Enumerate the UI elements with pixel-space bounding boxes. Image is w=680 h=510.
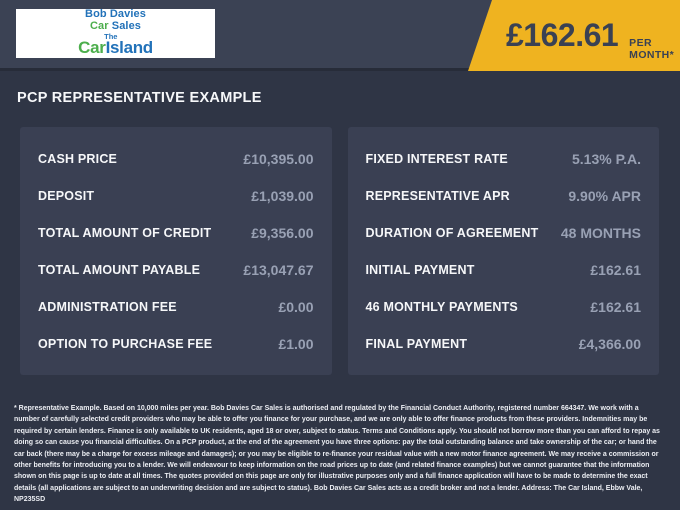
page-title: PCP REPRESENTATIVE EXAMPLE [17, 90, 262, 106]
finance-row: FIXED INTEREST RATE 5.13% P.A. [366, 140, 642, 177]
finance-row-label: ADMINISTRATION FEE [38, 299, 177, 314]
finance-row-label: REPRESENTATIVE APR [365, 188, 510, 203]
finance-row-label: FINAL PAYMENT [365, 336, 468, 351]
finance-row-label: FIXED INTEREST RATE [365, 151, 508, 166]
disclaimer-text: * Representative Example. Based on 10,00… [14, 405, 660, 504]
finance-row: FINAL PAYMENT £4,366.00 [366, 325, 642, 362]
price-banner: £162.61 PER MONTH* [468, 0, 680, 71]
finance-row-label: OPTION TO PURCHASE FEE [38, 336, 213, 351]
finance-row-value: £162.61 [590, 298, 641, 315]
finance-row: DURATION OF AGREEMENT 48 MONTHS [366, 214, 642, 251]
finance-panel-left: CASH PRICE £10,395.00 DEPOSIT £1,039.00 … [20, 127, 332, 375]
finance-row-value: 5.13% P.A. [571, 150, 641, 167]
header: Bob Davies Car Sales The CarIsland £162.… [0, 0, 680, 71]
logo-island-word: Island [105, 38, 154, 58]
finance-row-label: TOTAL AMOUNT PAYABLE [38, 262, 201, 277]
logo-line-car-sales: Car Sales [89, 19, 142, 33]
finance-row-value: 48 MONTHS [560, 224, 641, 241]
finance-row-value: £13,047.67 [243, 261, 314, 278]
finance-row-label: CASH PRICE [38, 151, 118, 166]
finance-row: INITIAL PAYMENT £162.61 [366, 251, 642, 288]
finance-row: REPRESENTATIVE APR 9.90% APR [366, 177, 642, 214]
finance-row: TOTAL AMOUNT OF CREDIT £9,356.00 [38, 214, 314, 251]
dealer-logo[interactable]: Bob Davies Car Sales The CarIsland [16, 9, 215, 58]
finance-row: DEPOSIT £1,039.00 [38, 177, 314, 214]
monthly-price: £162.61 [506, 17, 619, 53]
finance-panel-right: FIXED INTEREST RATE 5.13% P.A. REPRESENT… [347, 127, 659, 375]
finance-row-label: DEPOSIT [38, 188, 95, 203]
finance-row-label: DURATION OF AGREEMENT [365, 225, 539, 240]
finance-row: 46 MONTHLY PAYMENTS £162.61 [366, 288, 642, 325]
finance-row: OPTION TO PURCHASE FEE £1.00 [38, 325, 314, 362]
finance-row-label: 46 MONTHLY PAYMENTS [365, 299, 518, 314]
logo-island-car-word: Car [78, 38, 106, 58]
finance-panels: CASH PRICE £10,395.00 DEPOSIT £1,039.00 … [20, 127, 659, 375]
finance-row-label: INITIAL PAYMENT [365, 262, 475, 277]
logo-line-car-island: The CarIsland [78, 33, 153, 58]
logo-sales-word: Sales [108, 19, 142, 32]
finance-row-value: £162.61 [590, 261, 641, 278]
finance-row-value: £1.00 [278, 335, 314, 352]
price-row: £162.61 PER MONTH* [506, 17, 680, 61]
per-month-label: PER MONTH* [629, 37, 675, 61]
logo-the-word: The [104, 32, 118, 42]
finance-row: ADMINISTRATION FEE £0.00 [38, 288, 314, 325]
logo-carisland-words: CarIsland [78, 38, 153, 57]
finance-row-value: £9,356.00 [251, 224, 314, 241]
finance-row-value: £4,366.00 [578, 335, 641, 352]
finance-row: CASH PRICE £10,395.00 [38, 140, 314, 177]
finance-row: TOTAL AMOUNT PAYABLE £13,047.67 [38, 251, 314, 288]
finance-row-value: £0.00 [278, 298, 314, 315]
finance-row-value: £10,395.00 [243, 150, 314, 167]
finance-row-value: 9.90% APR [568, 187, 641, 204]
logo-car-word: Car [89, 19, 109, 32]
finance-row-value: £1,039.00 [251, 187, 314, 204]
logo-line-bob-davies: Bob Davies [85, 8, 146, 21]
finance-row-label: TOTAL AMOUNT OF CREDIT [38, 225, 212, 240]
